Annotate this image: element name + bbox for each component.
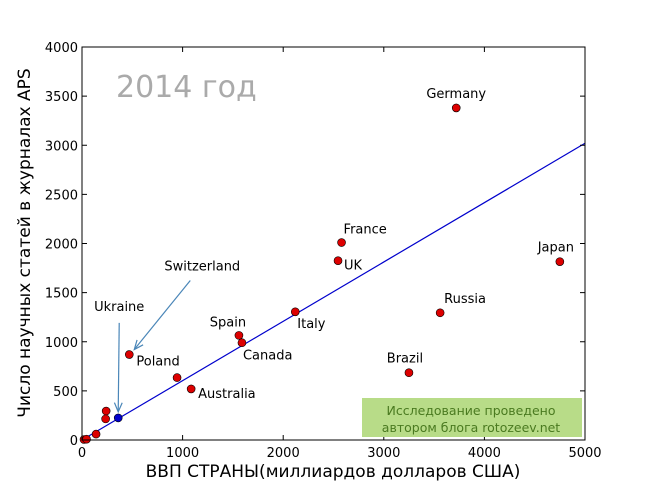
data-point xyxy=(237,338,247,348)
annotation-arrow xyxy=(133,280,191,350)
point-label: Australia xyxy=(198,387,256,402)
plot-frame xyxy=(81,46,586,441)
y-tick-label: 2500 xyxy=(45,188,78,203)
data-point xyxy=(234,331,244,340)
data-point xyxy=(113,413,123,423)
y-tick-label: 1500 xyxy=(45,287,78,302)
point-label: UK xyxy=(344,259,363,274)
point-label: Japan xyxy=(537,241,574,256)
data-point xyxy=(91,429,101,439)
point-label: Spain xyxy=(210,315,246,330)
fit-line xyxy=(81,142,586,441)
arrow-head xyxy=(113,402,123,414)
x-tick-label: 5000 xyxy=(568,446,601,461)
x-tick-label: 4000 xyxy=(468,446,501,461)
x-axis-label: ВВП СТРАНЫ(миллиардов долларов США) xyxy=(146,462,521,482)
point-label: Canada xyxy=(243,349,292,364)
attribution-line-2: автором блога rotozeev.net xyxy=(382,420,561,435)
attribution-line-1: Исследование проведено xyxy=(386,403,555,418)
attribution-box: Исследование проведено автором блога rot… xyxy=(362,398,582,437)
x-tick-label: 0 xyxy=(78,446,86,461)
y-tick-label: 4000 xyxy=(45,41,78,56)
point-label: Brazil xyxy=(387,352,423,367)
data-point xyxy=(435,308,445,318)
y-axis-label: Число научных статей в журналах APS xyxy=(15,68,35,417)
annotation-arrow xyxy=(117,322,120,412)
point-label: Poland xyxy=(136,355,179,370)
y-tick-label: 500 xyxy=(53,385,78,400)
y-tick-label: 0 xyxy=(70,434,78,449)
point-label: France xyxy=(344,223,387,238)
arrow-head xyxy=(133,339,144,351)
x-tick-label: 1000 xyxy=(166,446,199,461)
x-tick-label: 2000 xyxy=(267,446,300,461)
point-label: Italy xyxy=(297,317,326,332)
data-point xyxy=(555,257,565,266)
y-tick-label: 2000 xyxy=(45,238,78,253)
data-point xyxy=(337,238,346,247)
data-point xyxy=(101,414,110,424)
point-label: Russia xyxy=(444,292,486,307)
data-point xyxy=(101,406,111,416)
data-point xyxy=(186,384,196,394)
x-tick-label: 3000 xyxy=(367,446,400,461)
y-tick-label: 3500 xyxy=(45,90,78,105)
y-tick-label: 3000 xyxy=(45,139,78,154)
point-label: Ukraine xyxy=(94,300,144,315)
y-tick-label: 1000 xyxy=(45,336,78,351)
data-point xyxy=(172,373,182,382)
data-point xyxy=(124,350,134,359)
data-point xyxy=(290,307,300,317)
point-label: Germany xyxy=(426,87,486,102)
data-point xyxy=(333,256,343,265)
data-point xyxy=(404,368,414,377)
chart-title: 2014 год xyxy=(116,70,257,105)
data-point xyxy=(82,434,91,444)
data-point xyxy=(451,103,461,113)
point-label: Switzerland xyxy=(164,260,240,275)
